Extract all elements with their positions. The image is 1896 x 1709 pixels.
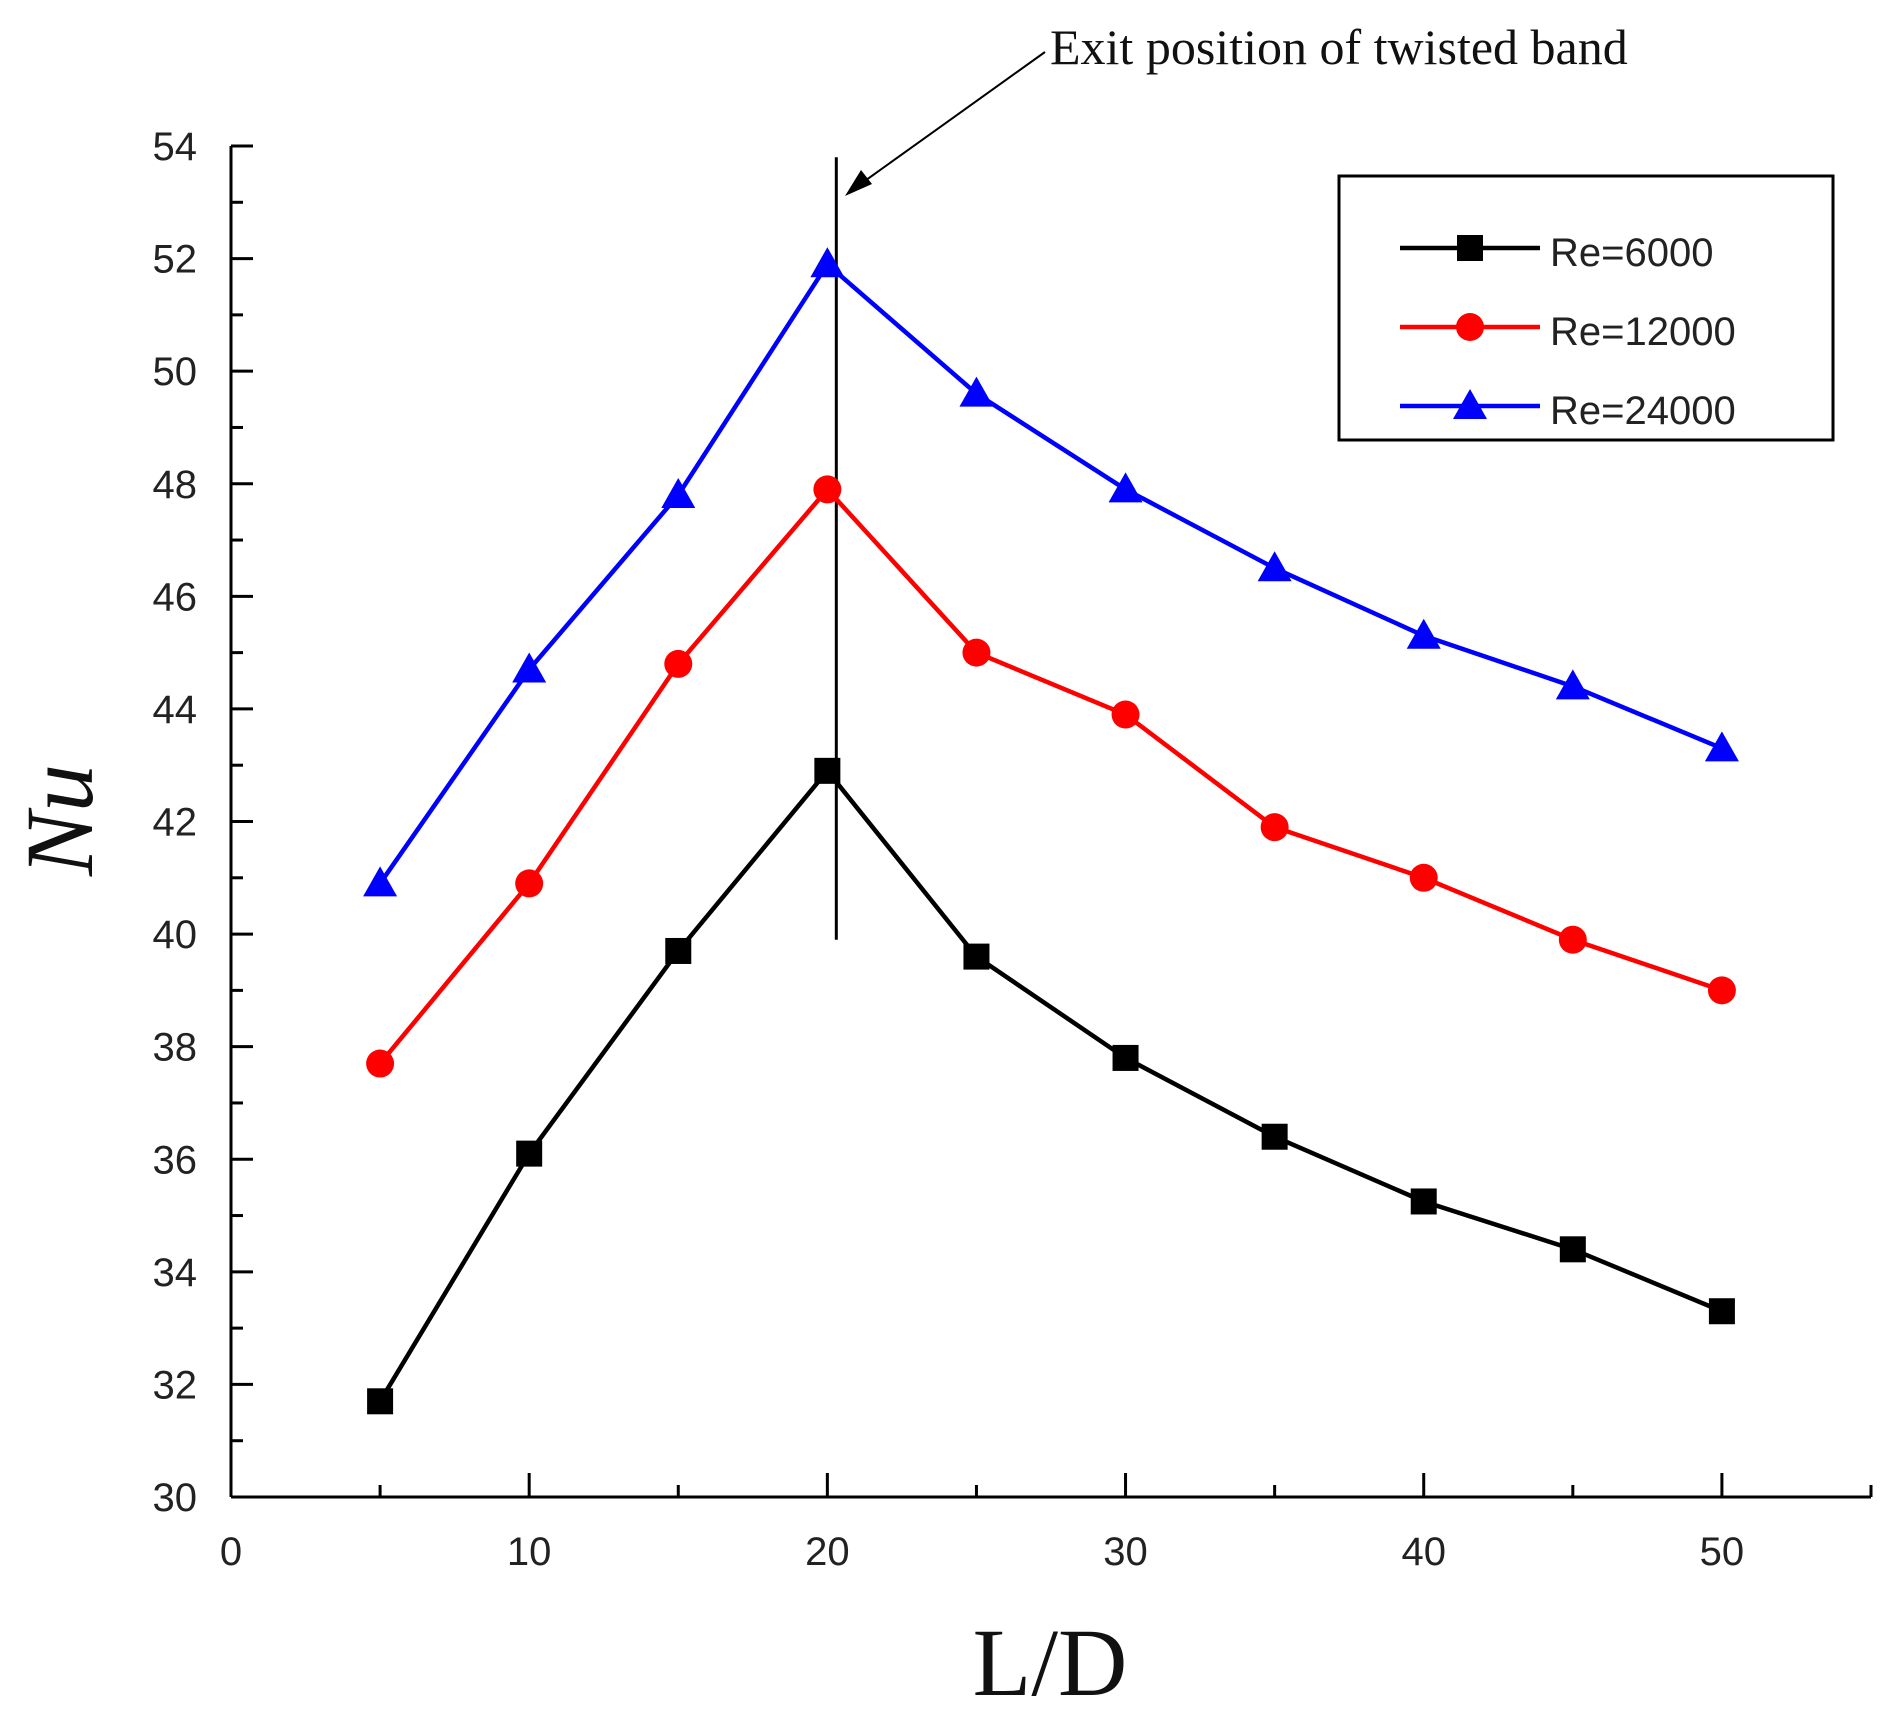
y-tick-label: 34 [153,1251,198,1295]
legend-entry: Re=24000 [1400,389,1736,433]
data-point-square [1457,235,1483,261]
x-tick-label: 10 [507,1530,552,1574]
x-tick-label: 50 [1700,1530,1745,1574]
y-tick-label: 42 [153,801,198,845]
x-axis-label: L/D [973,1609,1128,1709]
y-tick-label: 36 [153,1138,198,1182]
annotation: Exit position of twisted band [834,19,1628,940]
y-tick-label: 32 [153,1363,198,1407]
data-point-triangle [1257,551,1292,582]
data-point-square [1112,1044,1139,1071]
data-point-circle [664,649,693,678]
series-re-6000 [367,757,1735,1415]
x-tick-label: 40 [1401,1530,1446,1574]
legend-entry: Re=6000 [1400,231,1713,275]
data-point-square [814,757,841,784]
data-point-square [1708,1298,1735,1325]
data-point-circle [813,475,842,504]
data-point-triangle [1704,731,1739,762]
y-tick-label: 52 [153,238,198,282]
data-point-triangle [661,478,696,509]
series-line [378,485,1723,1065]
data-point-triangle [810,247,845,278]
legend: Re=6000 Re=12000 Re=24000 [1337,174,1835,442]
data-point-circle [1111,700,1140,729]
axes: 0 10 20 30 40 50 30 32 34 36 38 40 42 44 46 48 50 52 54 [153,125,1873,1574]
series-re-12000 [366,475,1736,1078]
y-tick-label: 30 [153,1476,198,1520]
data-point-triangle [1406,618,1441,649]
data-point-square [963,943,990,970]
legend-label: Re=6000 [1550,231,1713,275]
legend-label: Re=24000 [1550,389,1736,433]
data-point-triangle [1453,389,1487,419]
data-point-circle [366,1049,395,1078]
data-point-square [1410,1188,1437,1215]
series-group [363,247,1739,1415]
series-line [378,260,1723,885]
y-tick-label: 50 [153,350,198,394]
data-point-square [665,937,692,964]
series-line [378,767,1723,1403]
annotation-text: Exit position of twisted band [1050,19,1628,75]
data-point-triangle [959,376,994,407]
x-tick-label: 0 [220,1530,242,1574]
x-tick-label: 20 [805,1530,850,1574]
y-tick-label: 44 [153,688,198,732]
data-point-square [1261,1123,1288,1150]
y-tick-label: 38 [153,1026,198,1070]
data-point-circle [1456,313,1484,341]
data-point-circle [1260,813,1289,842]
y-tick-label: 46 [153,575,198,619]
data-point-triangle [512,652,547,683]
data-point-triangle [1555,669,1590,700]
data-point-square [1559,1236,1586,1263]
x-tick-label: 30 [1103,1530,1148,1574]
y-tick-label: 40 [153,913,198,957]
data-point-circle [1409,863,1438,892]
data-point-triangle [363,866,398,897]
arrow-head-icon [845,170,872,196]
data-point-circle [1558,925,1587,954]
data-point-square [367,1388,394,1415]
data-point-triangle [1108,472,1143,503]
data-point-circle [962,638,991,667]
annotation-arrow [854,51,1046,189]
series-re-24000 [363,247,1739,897]
y-tick-label: 48 [153,463,198,507]
legend-label: Re=12000 [1550,310,1736,354]
y-axis-label: Nu [6,764,113,877]
legend-box [1337,174,1835,442]
data-point-circle [1707,976,1736,1005]
legend-entry: Re=12000 [1400,310,1736,354]
data-point-circle [515,869,544,898]
y-tick-label: 54 [153,125,198,169]
data-point-square [516,1140,543,1167]
